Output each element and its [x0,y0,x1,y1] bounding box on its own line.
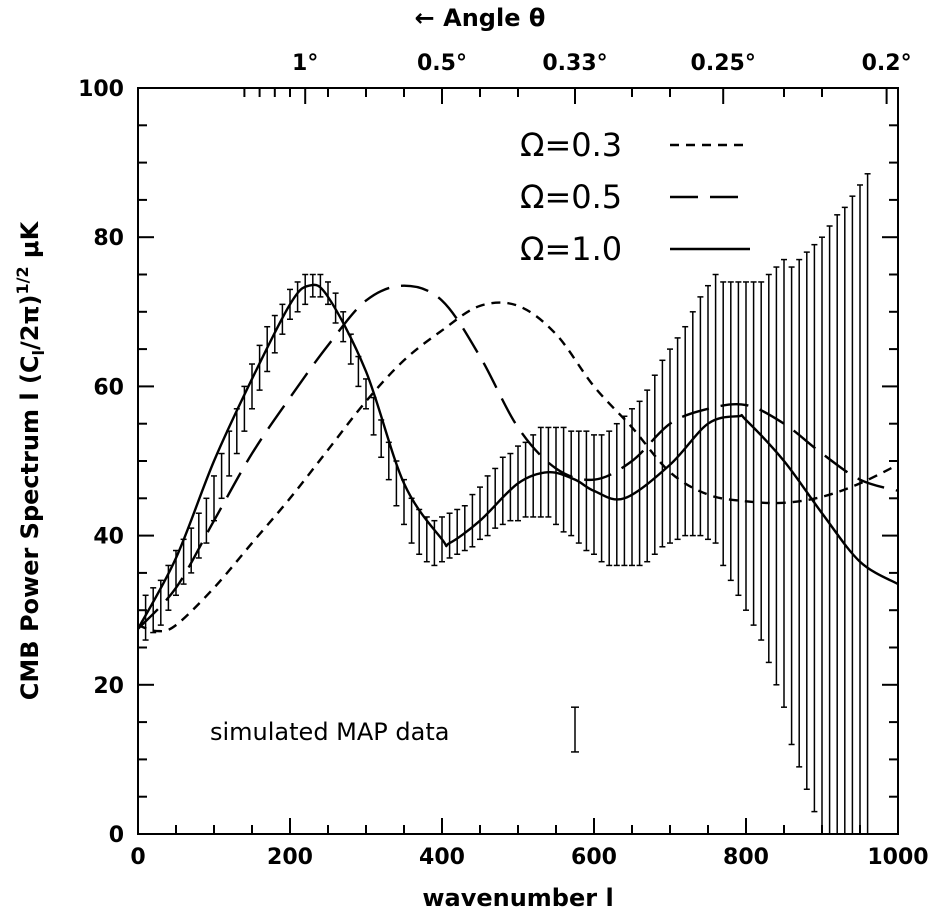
top-tick-label: 0.25° [691,51,756,76]
y-tick-label: 80 [93,226,124,251]
x-tick-label: 0 [130,845,145,870]
ylabel-mid: /2π) [16,295,44,350]
y-tick-label: 40 [93,525,124,550]
y-tick-label: 20 [93,674,124,699]
annotation-text: simulated MAP data [210,718,449,746]
ylabel-sub: l [29,350,48,355]
legend: Ω=0.3 Ω=0.5 Ω=1.0 [520,126,750,268]
x-axis-title: wavenumber l [422,884,613,912]
legend-label: Ω=1.0 [520,230,622,268]
y-tick-label: 60 [93,375,124,400]
legend-label: Ω=0.5 [520,178,622,216]
errorbar-layer [142,173,871,834]
x-tick-label: 400 [419,845,465,870]
label-layer: wavenumber l ← Angle θ CMB Power Spectru… [13,4,614,912]
ylabel-sup: 1/2 [13,266,32,294]
top-tick-label: 0.2° [862,51,912,76]
ylabel-tail: μK [16,220,44,266]
series-line-1 [137,301,899,633]
top-tick-label: 0.33° [542,51,607,76]
y-tick-label: 100 [78,77,124,102]
x-tick-label: 200 [267,845,313,870]
tick-layer: 0 200 400 600 800 1000 0 20 40 60 80 100 1° 0.5° 0.33°… [78,51,929,870]
series-line-3 [136,283,899,630]
y-tick-label: 0 [109,823,124,848]
top-axis-title: ← Angle θ [415,4,546,32]
y-axis-title: CMB Power Spectrum l (Cl/2π)1/2 μK [13,220,48,700]
x-tick-label: 800 [723,845,769,870]
top-tick-label: 1° [292,51,318,76]
curve-layer [136,283,899,633]
x-tick-label: 1000 [867,845,928,870]
x-tick-label: 600 [571,845,617,870]
top-tick-label: 0.5° [417,51,467,76]
series-line-2 [137,284,899,630]
ylabel-main: CMB Power Spectrum l (C [16,355,44,700]
legend-label: Ω=0.3 [520,126,622,164]
